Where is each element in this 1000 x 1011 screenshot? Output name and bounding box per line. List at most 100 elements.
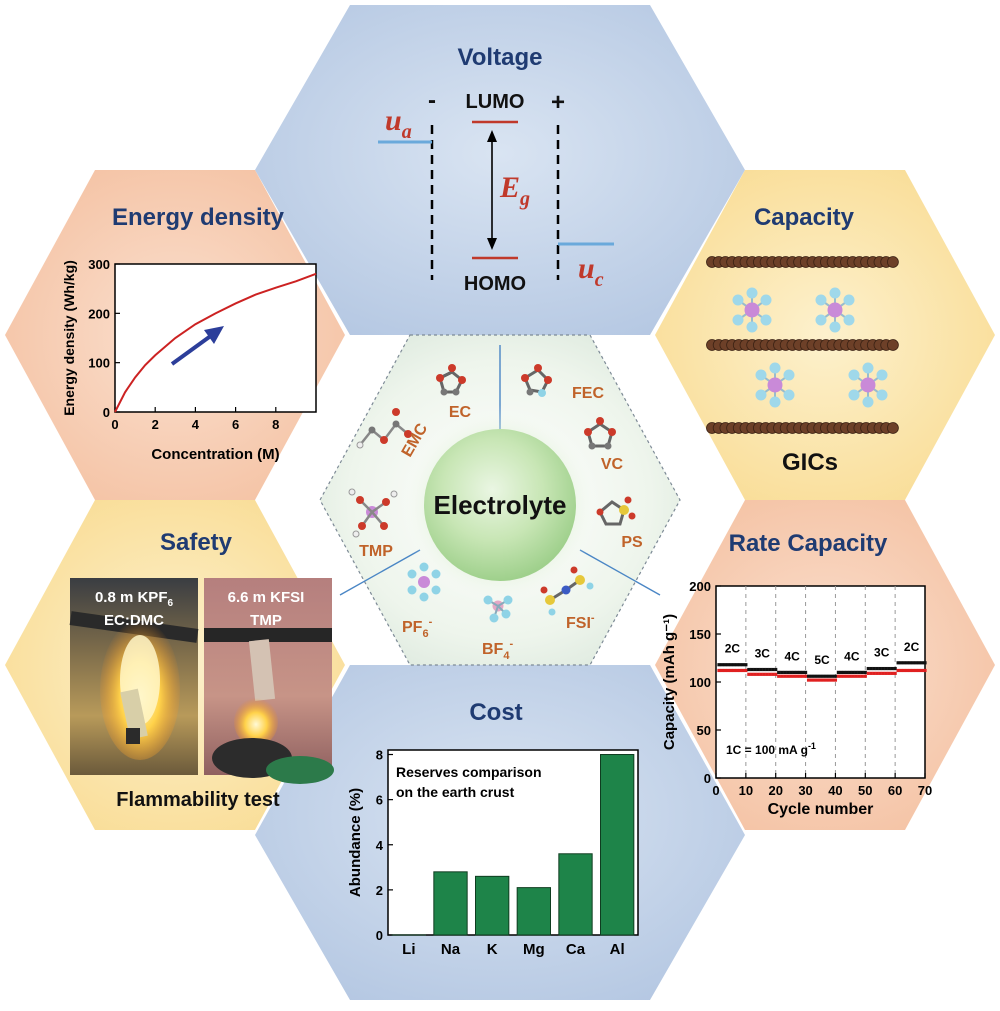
black-data-point: [765, 668, 768, 671]
label-ps: PS: [621, 534, 643, 551]
abundance-bar: [476, 876, 509, 935]
abundance-bar: [434, 872, 467, 935]
chart-title-line: on the earth crust: [396, 784, 515, 800]
y-tick-label: 300: [88, 257, 110, 272]
black-data-point: [914, 661, 917, 664]
phosphorus-atom: [828, 303, 843, 318]
photo1-line2: EC:DMC: [104, 612, 164, 629]
x-tick-label: 8: [272, 417, 279, 432]
y-tick-label: 50: [697, 723, 711, 738]
black-data-point: [735, 663, 738, 666]
y-axis-label: Abundance (%): [347, 788, 364, 897]
red-data-point: [759, 673, 762, 676]
abundance-bar: [559, 854, 592, 935]
flammability-photo-kfsi: [204, 578, 334, 784]
fluorine-atom: [877, 390, 888, 401]
category-label: K: [487, 941, 498, 958]
black-data-point: [828, 675, 831, 678]
red-data-point: [738, 669, 741, 672]
red-data-point: [780, 675, 783, 678]
red-data-point: [804, 675, 807, 678]
red-data-point: [891, 672, 894, 675]
red-data-point: [819, 678, 822, 681]
category-label: Na: [441, 941, 461, 958]
red-data-point: [843, 675, 846, 678]
black-data-point: [786, 671, 789, 674]
red-data-point: [726, 669, 729, 672]
voltage-title: Voltage: [458, 44, 543, 71]
fluorine-atom: [747, 322, 758, 333]
black-data-point: [747, 668, 750, 671]
black-data-point: [864, 671, 867, 674]
label-tmp: TMP: [359, 543, 393, 560]
y-tick-label: 100: [689, 675, 711, 690]
fluorine-atom: [747, 288, 758, 299]
black-data-point: [756, 668, 759, 671]
red-data-point: [807, 678, 810, 681]
black-data-point: [849, 671, 852, 674]
black-data-point: [807, 675, 810, 678]
red-data-point: [720, 669, 723, 672]
black-data-point: [729, 663, 732, 666]
red-data-point: [813, 678, 816, 681]
black-data-point: [819, 675, 822, 678]
red-data-point: [920, 669, 923, 672]
black-data-point: [777, 671, 780, 674]
x-tick-label: 70: [918, 783, 932, 798]
red-data-point: [795, 675, 798, 678]
black-data-point: [825, 675, 828, 678]
rate-label: 5C: [814, 653, 830, 667]
x-tick-label: 30: [798, 783, 812, 798]
rate-label: 4C: [844, 649, 860, 663]
phosphorus-atom: [745, 303, 760, 318]
fluorine-atom: [816, 315, 827, 326]
black-data-point: [917, 661, 920, 664]
x-tick-label: 4: [192, 417, 200, 432]
black-data-point: [822, 675, 825, 678]
red-data-point: [911, 669, 914, 672]
black-data-point: [905, 661, 908, 664]
black-data-point: [876, 667, 879, 670]
fluorine-atom: [863, 397, 874, 408]
y-tick-label: 200: [689, 579, 711, 594]
black-data-point: [804, 671, 807, 674]
x-axis-label: Cycle number: [768, 801, 874, 818]
red-data-point: [828, 678, 831, 681]
current-density-note: 1C = 100 mA g-1: [726, 741, 816, 757]
fluorine-atom: [784, 390, 795, 401]
capacity-title: Capacity: [754, 204, 855, 231]
rate-label: 2C: [904, 640, 920, 654]
black-data-point: [855, 671, 858, 674]
black-data-point: [831, 675, 834, 678]
red-data-point: [732, 669, 735, 672]
rate-label: 2C: [725, 642, 741, 656]
red-data-point: [798, 675, 801, 678]
black-data-point: [897, 661, 900, 664]
red-data-point: [846, 675, 849, 678]
black-data-point: [867, 667, 870, 670]
red-data-point: [882, 672, 885, 675]
fluorine-atom: [830, 288, 841, 299]
red-data-point: [903, 669, 906, 672]
rate-capacity-title: Rate Capacity: [729, 530, 888, 557]
red-data-point: [750, 673, 753, 676]
fluorine-atom: [733, 295, 744, 306]
anode-minus-sign: -: [428, 87, 436, 114]
red-data-point: [822, 678, 825, 681]
black-data-point: [795, 671, 798, 674]
black-data-point: [771, 668, 774, 671]
black-data-point: [741, 663, 744, 666]
flammability-caption: Flammability test: [116, 789, 280, 811]
flammability-photo-kpf6: [70, 578, 199, 775]
red-data-point: [723, 669, 726, 672]
black-data-point: [732, 663, 735, 666]
black-data-point: [891, 667, 894, 670]
abundance-bar: [517, 888, 550, 935]
x-tick-label: 40: [828, 783, 842, 798]
black-data-point: [894, 667, 897, 670]
black-data-point: [908, 661, 911, 664]
black-data-point: [753, 668, 756, 671]
red-data-point: [744, 669, 747, 672]
fluorine-atom: [844, 295, 855, 306]
